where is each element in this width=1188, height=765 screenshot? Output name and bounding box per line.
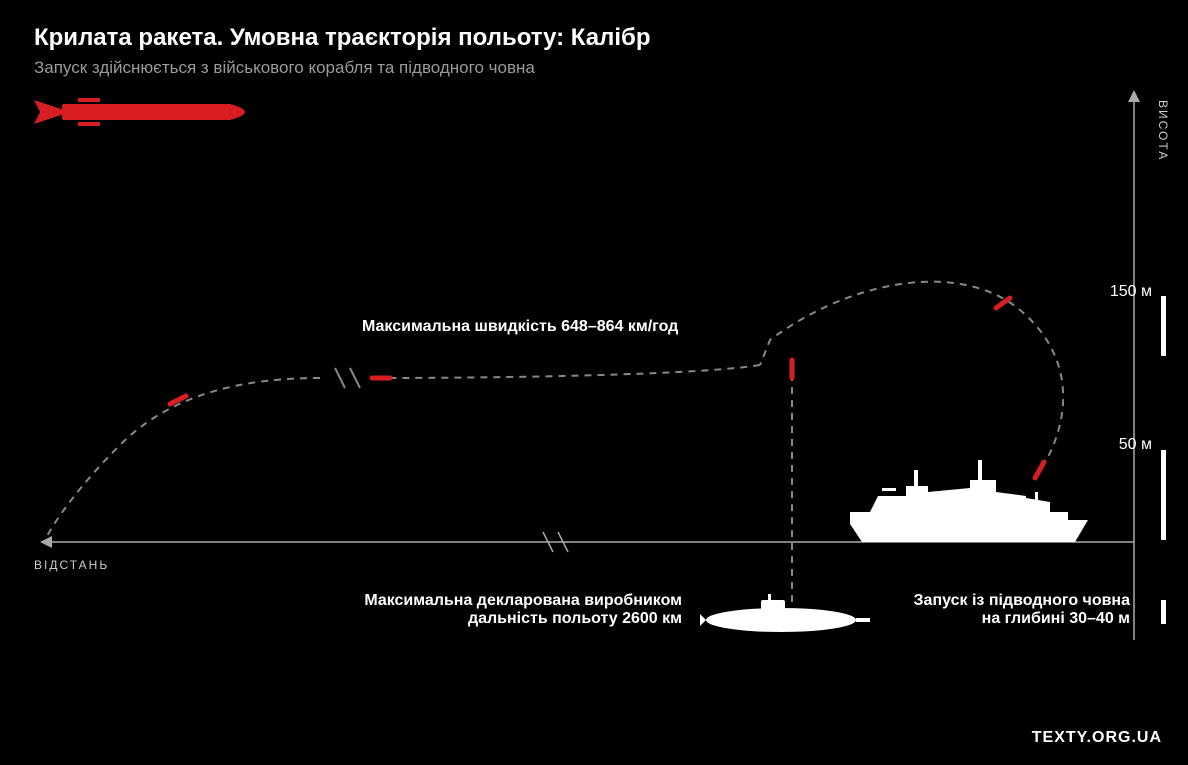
submarine-launch-label: Запуск із підводного човна на глибині 30… xyxy=(880,592,1130,628)
altitude-tick-50 xyxy=(1161,450,1166,540)
y-axis-label: ВИСОТА xyxy=(1156,100,1170,161)
trajectory-ship xyxy=(760,282,1063,478)
trajectory-diagram xyxy=(0,0,1188,765)
credit: TEXTY.ORG.UA xyxy=(1032,729,1162,747)
trajectory-main-2 xyxy=(45,378,320,540)
sub-line-1: Запуск із підводного човна xyxy=(914,592,1130,609)
speed-label: Максимальна швидкість 648–864 км/год xyxy=(362,318,678,336)
submarine-icon xyxy=(700,594,870,632)
trajectory-break xyxy=(335,368,360,388)
depth-tick xyxy=(1161,600,1166,624)
range-label: Максимальна декларована виробником дальн… xyxy=(362,592,682,628)
warship-icon xyxy=(850,460,1088,542)
range-line-2: дальність польоту 2600 км xyxy=(468,610,682,627)
sub-line-2: на глибині 30–40 м xyxy=(982,610,1130,627)
range-line-1: Максимальна декларована виробником xyxy=(364,592,682,609)
trajectory-main-1 xyxy=(380,365,760,378)
altitude-label-50: 50 м xyxy=(1119,436,1152,454)
x-axis-label: ВІДСТАНЬ xyxy=(34,558,109,572)
altitude-tick-150 xyxy=(1161,296,1166,356)
altitude-label-150: 150 м xyxy=(1110,283,1152,301)
